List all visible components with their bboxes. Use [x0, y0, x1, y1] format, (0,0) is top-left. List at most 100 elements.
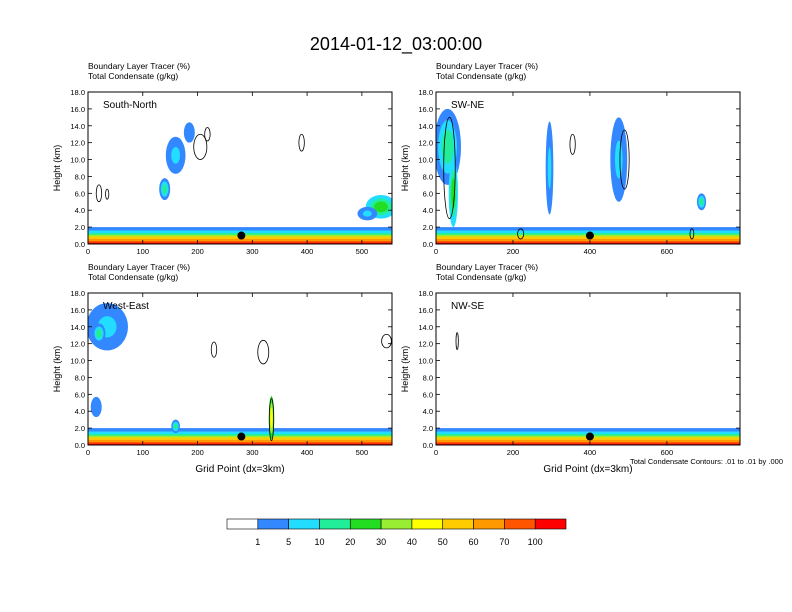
- colorbar-label: 30: [376, 537, 386, 547]
- y-tick-label: 8.0: [423, 172, 433, 181]
- boundary-layer-band: [436, 238, 740, 242]
- y-tick-label: 14.0: [70, 323, 85, 332]
- condensate-contour: [204, 127, 211, 142]
- x-tick-label: 600: [661, 247, 674, 256]
- y-tick-label: 4.0: [423, 407, 433, 416]
- y-tick-label: 0.0: [423, 240, 433, 249]
- panel-name: South-North: [103, 100, 157, 111]
- boundary-layer-band: [436, 230, 740, 234]
- boundary-layer-base: [88, 443, 392, 445]
- y-tick-label: 10.0: [70, 156, 85, 165]
- plot-frame: [435, 292, 741, 446]
- tracer-blob: [451, 178, 456, 209]
- panel-sw-ne: 0.0 2.0 4.0 6.0 8.0 10.0 12.0 14.0 16.0 18.0 0 200 4…: [400, 61, 741, 256]
- x-tick-label: 0: [86, 247, 90, 256]
- colorbar-swatch: [411, 518, 444, 530]
- x-tick-label: 100: [137, 247, 150, 256]
- y-tick-label: 2.0: [423, 424, 433, 433]
- x-tick-label: 200: [191, 247, 204, 256]
- y-tick-label: 14.0: [418, 122, 433, 131]
- condensate-contour: [268, 398, 275, 442]
- tracer-blob: [270, 408, 273, 428]
- y-tick-label: 16.0: [70, 105, 85, 114]
- y-tick-label: 16.0: [70, 306, 85, 315]
- y-tick-label: 6.0: [75, 390, 85, 399]
- x-tick-label: 200: [507, 448, 520, 457]
- panel-name: NW-SE: [451, 301, 484, 312]
- boundary-layer-band: [88, 428, 392, 432]
- colorbar-label: 100: [528, 537, 543, 547]
- figure-title: 2014-01-12_03:00:00: [310, 34, 482, 55]
- y-tick-label: 16.0: [418, 306, 433, 315]
- y-tick-label: 14.0: [70, 122, 85, 131]
- y-tick-label: 18.0: [418, 88, 433, 97]
- y-tick-label: 10.0: [418, 357, 433, 366]
- boundary-layer-band: [436, 241, 740, 244]
- y-tick-label: 8.0: [75, 373, 85, 382]
- colorbar-swatch: [257, 518, 289, 530]
- boundary-layer-band: [88, 238, 392, 242]
- y-tick-label: 2.0: [75, 223, 85, 232]
- y-tick-label: 2.0: [75, 424, 85, 433]
- panel-nw-se: 0.0 2.0 4.0 6.0 8.0 10.0 12.0 14.0 16.0 18.0 0 200 4…: [400, 262, 741, 475]
- x-tick-label: 0: [434, 448, 438, 457]
- x-tick-label: 500: [356, 448, 369, 457]
- boundary-layer-base: [436, 443, 740, 445]
- y-tick-label: 6.0: [75, 189, 85, 198]
- field-label-condensate: Total Condensate (g/kg): [436, 71, 526, 81]
- colorbar: 1 5 10 20 30 40 50 60 70 100: [226, 518, 567, 547]
- condensate-contour: [257, 339, 270, 365]
- x-tick-label: 400: [301, 448, 314, 457]
- condensate-contour: [569, 133, 576, 155]
- tracer-blob: [441, 129, 454, 164]
- condensate-contour: [381, 333, 392, 349]
- x-tick-label: 500: [356, 247, 369, 256]
- y-axis-label: Height (km): [400, 346, 410, 393]
- colorbar-label: 50: [438, 537, 448, 547]
- colorbar-label: 5: [286, 537, 291, 547]
- condensate-contour: [689, 228, 695, 240]
- boundary-layer-band: [436, 428, 740, 432]
- condensate-contour: [210, 341, 218, 358]
- x-tick-label: 200: [191, 448, 204, 457]
- boundary-layer-base: [88, 242, 392, 244]
- colorbar-swatch: [534, 518, 567, 530]
- colorbar-swatch: [442, 518, 474, 530]
- tracer-blob: [93, 402, 99, 412]
- y-axis-label: Height (km): [52, 145, 62, 192]
- field-label-condensate: Total Condensate (g/kg): [436, 272, 526, 282]
- y-axis-label: Height (km): [52, 346, 62, 393]
- condensate-contour: [619, 129, 630, 190]
- colorbar-label: 10: [314, 537, 324, 547]
- x-tick-label: 300: [246, 247, 259, 256]
- panel-name: SW-NE: [451, 100, 484, 111]
- condensate-contour: [455, 332, 459, 350]
- boundary-layer-base: [436, 242, 740, 244]
- field-label-tracer: Boundary Layer Tracer (%): [88, 61, 190, 71]
- y-tick-label: 10.0: [418, 156, 433, 165]
- colorbar-swatch: [319, 518, 351, 530]
- plot-area: [88, 122, 392, 244]
- x-tick-label: 100: [137, 448, 150, 457]
- tracer-blob: [699, 197, 704, 206]
- field-label-tracer: Boundary Layer Tracer (%): [436, 262, 538, 272]
- plot-area: [436, 108, 740, 244]
- location-marker: [237, 432, 246, 441]
- field-label-tracer: Boundary Layer Tracer (%): [88, 262, 190, 272]
- y-tick-label: 12.0: [418, 139, 433, 148]
- tracer-blob: [547, 147, 552, 189]
- condensate-contour: [95, 184, 103, 203]
- condensate-contour: [105, 188, 110, 200]
- boundary-layer-band: [436, 439, 740, 443]
- y-tick-label: 6.0: [423, 390, 433, 399]
- field-label-tracer: Boundary Layer Tracer (%): [436, 61, 538, 71]
- y-tick-label: 12.0: [70, 139, 85, 148]
- location-marker: [237, 231, 246, 240]
- y-tick-label: 8.0: [423, 373, 433, 382]
- y-tick-label: 0.0: [423, 441, 433, 450]
- colorbar-swatch: [288, 518, 320, 530]
- colorbar-label: 70: [499, 537, 509, 547]
- plot-area: [436, 332, 740, 445]
- y-tick-label: 0.0: [75, 240, 85, 249]
- contour-footnote: Total Condensate Contours: .01 to .01 by…: [630, 457, 783, 466]
